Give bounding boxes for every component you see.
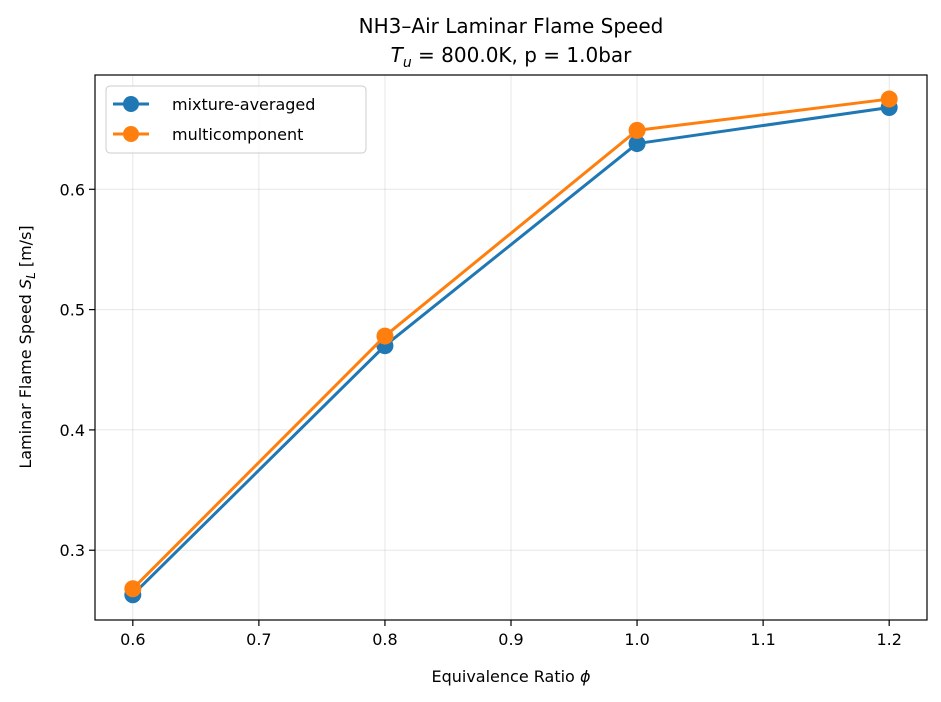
- subtitle-rest: = 800.0K, p = 1.0bar: [412, 43, 632, 67]
- legend-label-multicomponent: multicomponent: [172, 125, 303, 144]
- y-axis-label-unit: [m/s]: [16, 225, 35, 272]
- y-tick-label: 0.4: [60, 421, 85, 440]
- legend-box: [105, 85, 367, 154]
- series-line-multicomponent: [131, 97, 890, 590]
- y-axis-label: Laminar Flame Speed SL [m/s]: [16, 225, 38, 468]
- data-point-multicomponent: [376, 327, 394, 345]
- data-point-multicomponent: [124, 580, 142, 598]
- grid: [95, 75, 927, 620]
- y-tick-label: 0.5: [60, 301, 85, 320]
- y-tick-label: 0.6: [60, 180, 85, 199]
- series-line-mixture-averaged: [131, 105, 890, 596]
- legend-marker-multicomponent: [123, 126, 139, 142]
- y-axis-label-var: S: [16, 279, 35, 289]
- x-tick-label: 1.0: [624, 630, 649, 649]
- data-point-mixture-averaged: [628, 135, 646, 153]
- subtitle-var: T: [391, 43, 405, 67]
- y-axis-label-sub: L: [24, 272, 38, 279]
- plot-frame: [94, 74, 928, 621]
- y-axis-label-text: Laminar Flame Speed: [16, 289, 35, 469]
- chart-subtitle: Tu = 800.0K, p = 1.0bar: [391, 43, 633, 71]
- y-axis-ticks: 0.3 0.4 0.5 0.6: [60, 180, 95, 560]
- x-tick-label: 0.8: [372, 630, 397, 649]
- series-layer: [124, 90, 898, 604]
- x-axis-label-symbol: ϕ: [580, 667, 591, 686]
- x-tick-label: 1.1: [750, 630, 775, 649]
- chart-title: NH3–Air Laminar Flame Speed: [359, 14, 664, 38]
- x-axis-label: Equivalence Ratio ϕ: [431, 667, 590, 686]
- x-axis-label-text: Equivalence Ratio: [431, 667, 579, 686]
- subtitle-sub: u: [403, 55, 412, 71]
- legend: mixture-averaged multicomponent: [105, 85, 367, 154]
- x-tick-label: 0.7: [246, 630, 271, 649]
- legend-label-mixture-averaged: mixture-averaged: [172, 95, 315, 114]
- data-point-multicomponent: [880, 90, 898, 108]
- data-point-multicomponent: [628, 121, 646, 139]
- x-tick-label: 1.2: [876, 630, 901, 649]
- x-tick-label: 0.9: [498, 630, 523, 649]
- legend-marker-mixture-averaged: [123, 96, 139, 112]
- x-tick-label: 0.6: [120, 630, 145, 649]
- y-tick-label: 0.3: [60, 541, 85, 560]
- x-axis-ticks: 0.6 0.7 0.8 0.9 1.0 1.1 1.2: [120, 620, 902, 649]
